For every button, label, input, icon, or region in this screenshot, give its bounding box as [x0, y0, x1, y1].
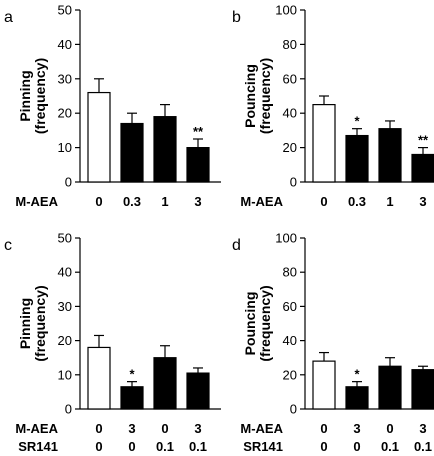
panel-label-b: b [232, 9, 241, 26]
y-axis-label-a: Pinning [17, 70, 33, 121]
bar-b [378, 128, 402, 183]
y-tick-label-c: 50 [58, 231, 72, 246]
category-label-c: 0 [95, 439, 102, 454]
y-tick-label-a: 0 [65, 175, 72, 190]
y-tick-label-d: 60 [283, 299, 297, 314]
category-label-a: 0.3 [123, 194, 141, 209]
row-header-b: M-AEA [240, 194, 283, 209]
significance-mark-a: ** [193, 124, 204, 139]
bar-c [186, 372, 210, 410]
bar-d [411, 369, 434, 410]
y-tick-label-c: 30 [58, 299, 72, 314]
y-axis-label-d: (frequency) [257, 285, 273, 361]
y-tick-label-b: 100 [275, 3, 297, 18]
category-label-c: 0 [128, 439, 135, 454]
category-label-d: 0 [320, 421, 327, 436]
y-axis-label-d: Pouncing [242, 292, 258, 356]
bar-d [378, 365, 402, 410]
y-tick-label-d: 80 [283, 265, 297, 280]
category-label-d: 0.1 [381, 439, 399, 454]
category-label-c: 3 [128, 421, 135, 436]
y-tick-label-c: 0 [65, 402, 72, 417]
bar-a [120, 122, 144, 183]
significance-mark-c: * [129, 367, 135, 382]
bar-c [87, 346, 111, 410]
row-header-c: M-AEA [15, 421, 58, 436]
category-label-d: 3 [353, 421, 360, 436]
category-label-b: 1 [386, 194, 393, 209]
category-label-b: 3 [419, 194, 426, 209]
y-axis-label-c: Pinning [17, 298, 33, 349]
category-label-a: 3 [194, 194, 201, 209]
y-tick-label-b: 60 [283, 71, 297, 86]
significance-mark-b: ** [418, 133, 429, 148]
y-tick-label-c: 40 [58, 265, 72, 280]
category-label-d: 3 [419, 421, 426, 436]
y-tick-label-b: 0 [290, 175, 297, 190]
y-tick-label-a: 50 [58, 3, 72, 18]
row-header-a: M-AEA [15, 194, 58, 209]
category-label-c: 3 [194, 421, 201, 436]
significance-mark-d: * [354, 367, 360, 382]
y-tick-label-b: 40 [283, 106, 297, 121]
bar-c [120, 386, 144, 410]
category-label-d: 0 [386, 421, 393, 436]
y-tick-label-d: 0 [290, 402, 297, 417]
bar-a [186, 147, 210, 183]
bar-c [153, 357, 177, 410]
category-label-b: 0.3 [348, 194, 366, 209]
bar-d [312, 360, 336, 410]
y-tick-label-a: 10 [58, 140, 72, 155]
category-label-a: 0 [95, 194, 102, 209]
panel-label-c: c [4, 237, 12, 254]
y-tick-label-c: 20 [58, 333, 72, 348]
significance-mark-b: * [354, 114, 360, 129]
row-header-d: SR141 [243, 439, 283, 454]
category-label-d: 0 [353, 439, 360, 454]
y-tick-label-d: 100 [275, 231, 297, 246]
y-tick-label-b: 20 [283, 140, 297, 155]
y-axis-label-b: Pouncing [242, 64, 258, 128]
bar-a [87, 91, 111, 183]
y-axis-label-c: (frequency) [32, 285, 48, 361]
category-label-b: 0 [320, 194, 327, 209]
y-tick-label-c: 10 [58, 367, 72, 382]
category-label-d: 0 [320, 439, 327, 454]
y-tick-label-d: 40 [283, 333, 297, 348]
y-tick-label-a: 40 [58, 37, 72, 52]
y-tick-label-a: 20 [58, 106, 72, 121]
panel-label-d: d [232, 237, 241, 254]
y-axis-label-a: (frequency) [32, 58, 48, 134]
row-header-c: SR141 [18, 439, 58, 454]
category-label-c: 0.1 [189, 439, 207, 454]
y-axis-label-b: (frequency) [257, 58, 273, 134]
bar-d [345, 386, 369, 410]
bar-b [411, 153, 434, 183]
category-label-d: 0.1 [414, 439, 432, 454]
bar-a [153, 116, 177, 183]
y-tick-label-a: 30 [58, 71, 72, 86]
panel-label-a: a [4, 9, 13, 26]
category-label-c: 0 [95, 421, 102, 436]
category-label-c: 0 [161, 421, 168, 436]
bar-b [345, 134, 369, 183]
row-header-d: M-AEA [240, 421, 283, 436]
y-tick-label-d: 20 [283, 367, 297, 382]
y-tick-label-b: 80 [283, 37, 297, 52]
category-label-a: 1 [161, 194, 168, 209]
category-label-c: 0.1 [156, 439, 174, 454]
bar-b [312, 103, 336, 183]
